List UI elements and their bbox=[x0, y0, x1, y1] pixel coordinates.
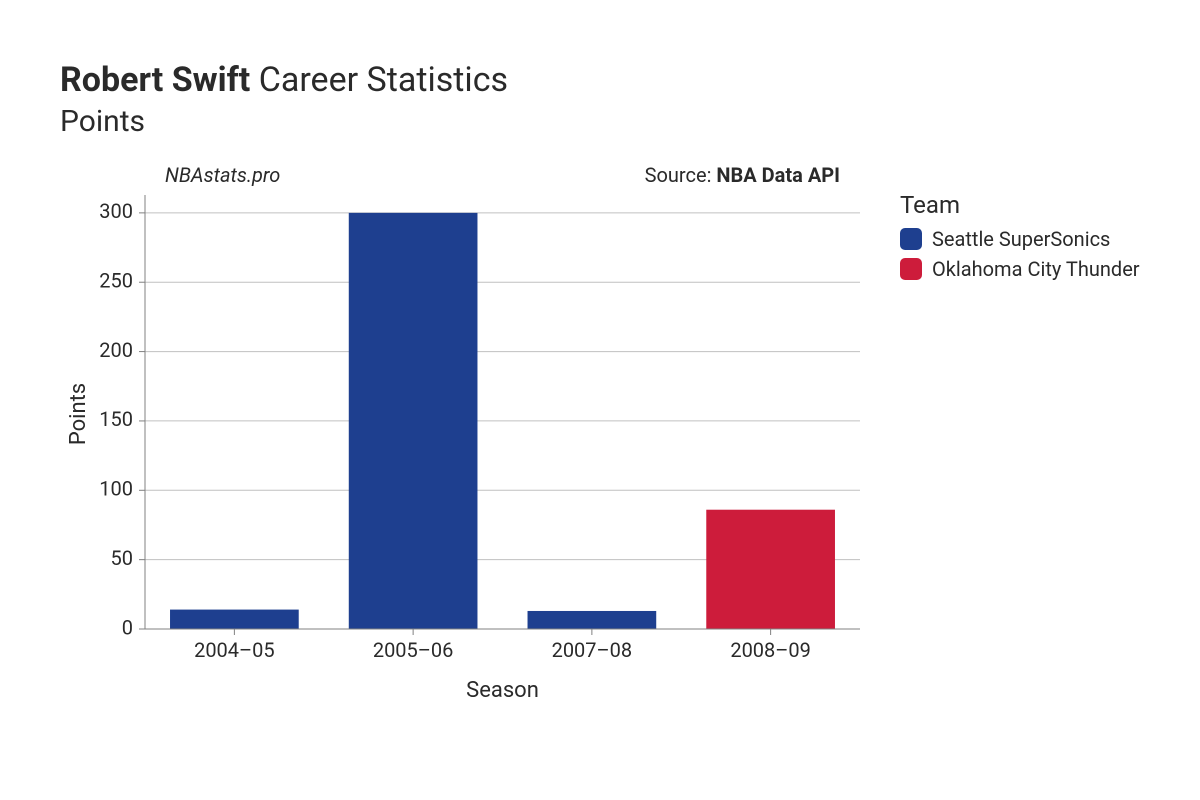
y-axis-label: Points bbox=[66, 383, 91, 445]
x-axis-label: Season bbox=[466, 678, 539, 703]
x-tick-label: 2008–09 bbox=[730, 638, 811, 662]
x-tick-label: 2005–06 bbox=[373, 638, 454, 662]
bar bbox=[528, 611, 657, 629]
legend: Team Seattle SuperSonics Oklahoma City Th… bbox=[900, 191, 1140, 287]
title-suffix: Career Statistics bbox=[250, 60, 508, 100]
y-tick-label: 150 bbox=[99, 407, 133, 431]
y-tick-label: 300 bbox=[99, 199, 133, 223]
y-tick-label: 100 bbox=[99, 477, 133, 501]
y-tick-label: 0 bbox=[122, 615, 133, 639]
legend-items: Seattle SuperSonics Oklahoma City Thunder bbox=[900, 227, 1140, 281]
y-tick-label: 250 bbox=[99, 269, 133, 293]
chart-container: Robert Swift Career Statistics Points NB… bbox=[0, 0, 1200, 763]
chart-area: NBAstats.pro Source: NBA Data API 050100… bbox=[60, 159, 1160, 723]
legend-label: Oklahoma City Thunder bbox=[932, 257, 1140, 281]
legend-title: Team bbox=[900, 191, 1140, 219]
legend-item: Seattle SuperSonics bbox=[900, 227, 1140, 251]
bar bbox=[349, 213, 478, 629]
x-tick-label: 2007–08 bbox=[552, 638, 633, 662]
bar-chart: 0 50 100 150 200 250 300 2004–05 2005–06 2007–08 2… bbox=[60, 159, 880, 719]
legend-swatch bbox=[900, 258, 922, 280]
legend-label: Seattle SuperSonics bbox=[932, 227, 1110, 251]
legend-swatch bbox=[900, 228, 922, 250]
y-tick-label: 50 bbox=[111, 546, 133, 570]
x-tick-label: 2004–05 bbox=[194, 638, 275, 662]
legend-item: Oklahoma City Thunder bbox=[900, 257, 1140, 281]
y-tick-label: 200 bbox=[99, 338, 133, 362]
chart-subtitle: Points bbox=[60, 104, 1160, 139]
chart-title: Robert Swift Career Statistics bbox=[60, 60, 1160, 100]
bar bbox=[170, 610, 299, 629]
bar bbox=[706, 510, 835, 629]
player-name: Robert Swift bbox=[60, 60, 250, 100]
chart-plot-wrap: NBAstats.pro Source: NBA Data API 050100… bbox=[60, 159, 880, 723]
